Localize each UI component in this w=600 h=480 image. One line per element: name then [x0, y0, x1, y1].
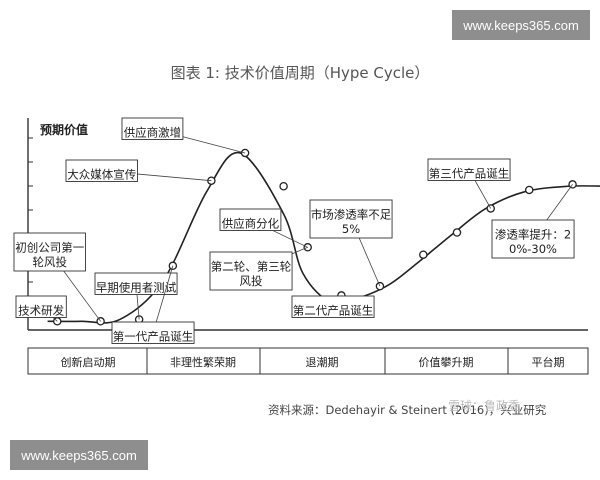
data-point: [279, 181, 288, 191]
annotation-box: [94, 272, 178, 295]
annotation-box: [491, 219, 575, 259]
annotation-label: 供应商分化: [222, 217, 280, 231]
phase-band: [27, 347, 589, 375]
annotation-label: 渗透率提升：2: [495, 228, 571, 242]
annotation-label: 早期使用者测试: [96, 281, 177, 295]
annotation-label: 轮风投: [32, 255, 67, 269]
annotation-label: 市场渗透率不足: [311, 208, 392, 222]
annotation-box: [219, 208, 282, 231]
annotation-label: 供应商激增: [124, 126, 182, 140]
phase-label: 创新启动期: [61, 355, 116, 369]
chart-title: 图表 1: 技术价值周期（Hype Cycle）: [170, 64, 430, 82]
annotation-box: [291, 295, 375, 318]
y-axis-label: 预期价值: [40, 122, 88, 137]
data-point: [524, 185, 534, 195]
annotation-label: 第二轮、第三轮: [211, 260, 292, 274]
data-point: [452, 228, 462, 237]
annotation-box: [111, 321, 195, 344]
annotation-label: 第三代产品诞生: [429, 167, 510, 181]
annotation-box: [309, 199, 393, 239]
annotation-label: 风投: [240, 274, 263, 288]
site-watermark-bottom: www.keeps365.com: [10, 440, 148, 470]
phase-label: 平台期: [532, 355, 565, 369]
annotation-box: [121, 117, 184, 140]
stock-watermark: 雪球：鲁政委: [448, 399, 521, 413]
phase-label: 非理性繁荣期: [170, 355, 236, 369]
data-point: [419, 250, 428, 259]
annotation-label: 技术研发: [18, 304, 64, 318]
annotation-label: 0%-30%: [509, 242, 557, 256]
site-watermark-top: www.keeps365.com: [452, 10, 590, 40]
annotation-label: 大众媒体宣传: [67, 168, 136, 182]
annotation-box: [13, 232, 86, 272]
annotation-label: 5%: [342, 222, 360, 236]
annotation-box: [15, 295, 67, 318]
phase-label: 价值攀升期: [419, 356, 474, 369]
annotation-label: 初创公司第一: [15, 241, 84, 255]
annotation-label: 第二代产品诞生: [293, 304, 374, 318]
data-point: [568, 180, 577, 189]
annotation-box: [65, 159, 138, 182]
annotation-box: [427, 158, 511, 181]
phase-label: 退潮期: [306, 355, 339, 369]
annotation-box: [209, 251, 293, 291]
annotation-label: 第一代产品诞生: [113, 330, 194, 344]
source-note: 资料来源：Dedehayir & Steinert (2016)，兴业研究: [268, 403, 547, 417]
